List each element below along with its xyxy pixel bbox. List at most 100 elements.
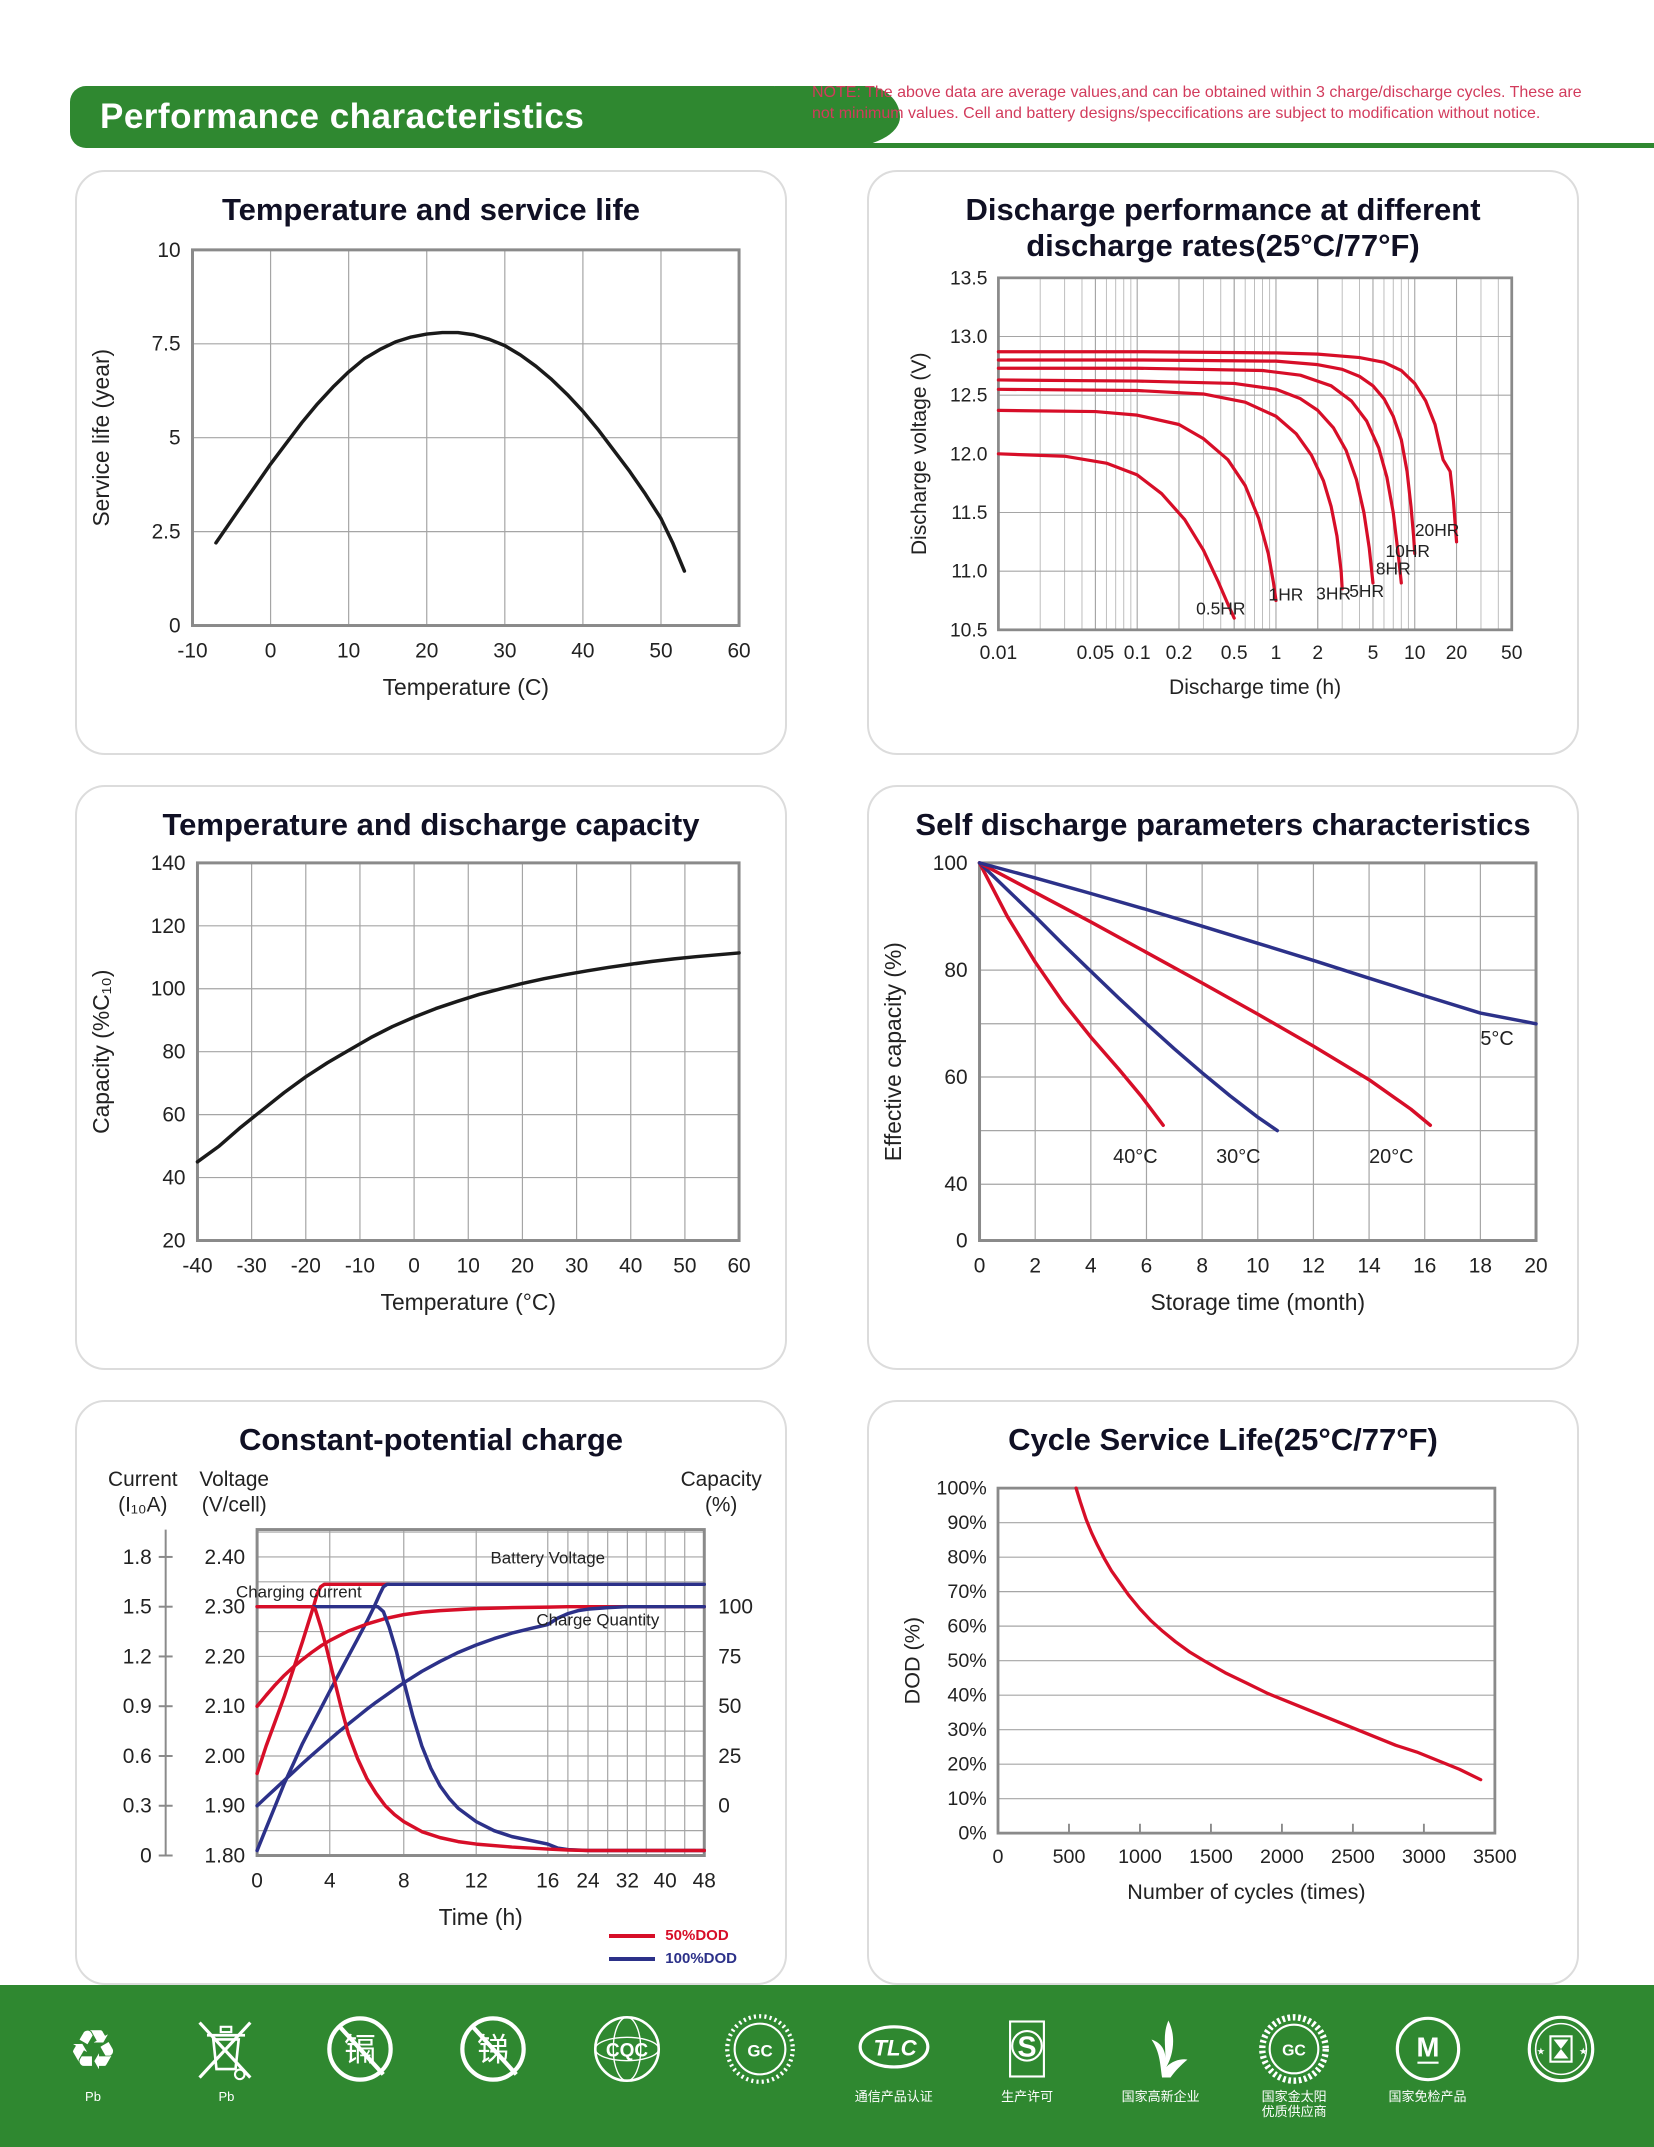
svg-text:-40: -40 — [182, 1254, 212, 1277]
svg-text:13.5: 13.5 — [950, 269, 987, 290]
svg-text:0%: 0% — [958, 1822, 986, 1844]
no-cadmium-icon: 镉 — [327, 2016, 393, 2082]
svg-text:2.40: 2.40 — [205, 1546, 246, 1569]
svg-text:30: 30 — [565, 1254, 588, 1277]
temperature-discharge-capacity-chart: -40 -30 -20 -10 0 10 20 30 40 50 60 20 40 60 80 100 120 1… — [88, 851, 751, 1315]
svg-text:0: 0 — [974, 1254, 986, 1277]
note-text: NOTE: The above data are average values,… — [812, 84, 1582, 123]
svg-text:2: 2 — [1312, 643, 1323, 664]
svg-text:Battery Voltage: Battery Voltage — [491, 1548, 605, 1567]
svg-text:100: 100 — [151, 977, 186, 1000]
svg-text:50: 50 — [718, 1695, 741, 1718]
svg-text:10.5: 10.5 — [950, 621, 987, 642]
hitech-leaf-icon — [1151, 2020, 1188, 2078]
svg-text:CQC: CQC — [606, 2040, 649, 2061]
svg-text:M: M — [1416, 2031, 1439, 2062]
svg-text:S: S — [1018, 2031, 1037, 2063]
icon-caption: 国家免检产品 — [1388, 2089, 1467, 2104]
svg-text:-30: -30 — [237, 1254, 267, 1277]
footer-item-no-cadmium: 镉 — [305, 2012, 415, 2120]
svg-text:♻: ♻ — [68, 2019, 117, 2081]
svg-text:50: 50 — [673, 1254, 696, 1277]
svg-text:11.5: 11.5 — [951, 503, 987, 524]
footer-item-production-license: S 生产许可 — [972, 2012, 1082, 2120]
legend-label-50dod: 50%DOD — [665, 1927, 729, 1944]
svg-text:40: 40 — [571, 639, 594, 662]
svg-text:2: 2 — [1029, 1254, 1041, 1277]
svg-text:16: 16 — [1413, 1254, 1436, 1277]
svg-text:2.10: 2.10 — [205, 1695, 246, 1718]
svg-text:14: 14 — [1357, 1254, 1380, 1277]
svg-text:60: 60 — [944, 1066, 967, 1089]
svg-text:0: 0 — [408, 1254, 420, 1277]
certification-footer: ♻ Pb Pb 镉 锑 — [0, 1985, 1654, 2147]
svg-text:60%: 60% — [947, 1615, 986, 1637]
svg-text:70%: 70% — [947, 1581, 986, 1603]
svg-text:80%: 80% — [947, 1546, 986, 1568]
legend-item-100dod: 100%DOD — [609, 1950, 737, 1967]
svg-text:8: 8 — [398, 1869, 410, 1892]
legend-label-100dod: 100%DOD — [665, 1950, 737, 1967]
svg-text:Capacity: Capacity — [681, 1467, 763, 1490]
svg-text:30: 30 — [493, 639, 516, 662]
recycle-icon: ♻ — [68, 2019, 117, 2081]
svg-text:0.3: 0.3 — [123, 1794, 152, 1817]
svg-text:Charging current: Charging current — [236, 1582, 362, 1601]
svg-text:80: 80 — [162, 1040, 185, 1063]
svg-text:40: 40 — [162, 1166, 185, 1189]
svg-text:1.5: 1.5 — [123, 1595, 152, 1618]
svg-text:Number of cycles (times): Number of cycles (times) — [1127, 1878, 1365, 1903]
svg-text:20: 20 — [162, 1229, 185, 1252]
chart-title-1: Temperature and service life — [221, 192, 641, 227]
svg-text:20%: 20% — [947, 1753, 986, 1775]
svg-text:0: 0 — [251, 1869, 263, 1892]
svg-text:30°C: 30°C — [1216, 1145, 1260, 1167]
svg-text:1000: 1000 — [1118, 1846, 1162, 1868]
inspection-free-icon: M — [1395, 2016, 1460, 2082]
footer-item-no-antimony: 锑 — [438, 2012, 548, 2120]
svg-text:3500: 3500 — [1473, 1846, 1517, 1868]
svg-text:0.01: 0.01 — [980, 643, 1017, 664]
svg-text:3HR: 3HR — [1316, 584, 1351, 604]
footer-item-crossed-bin-pb: Pb — [171, 2012, 281, 2120]
page-title: Performance characteristics — [100, 97, 585, 136]
svg-text:1HR: 1HR — [1269, 585, 1304, 605]
svg-text:1.90: 1.90 — [205, 1794, 246, 1817]
chart-title-3: Temperature and discharge capacity — [162, 807, 700, 842]
svg-text:0.2: 0.2 — [1166, 643, 1193, 664]
svg-text:16: 16 — [536, 1869, 559, 1892]
svg-text:100%: 100% — [936, 1477, 986, 1499]
svg-text:4: 4 — [1085, 1254, 1097, 1277]
svg-text:20HR: 20HR — [1415, 520, 1460, 540]
svg-text:Time (h): Time (h) — [439, 1904, 523, 1930]
svg-text:Effective capacity (%): Effective capacity (%) — [880, 942, 906, 1161]
svg-text:0: 0 — [956, 1229, 968, 1252]
svg-text:(I₁₀A): (I₁₀A) — [118, 1493, 167, 1516]
svg-text:6: 6 — [1141, 1254, 1153, 1277]
footer-item-recycle-pb: ♻ Pb — [38, 2012, 148, 2120]
svg-text:90%: 90% — [947, 1512, 986, 1534]
header-underline — [700, 143, 1654, 148]
legend-swatch-100dod — [609, 1956, 656, 1961]
svg-text:8: 8 — [1196, 1254, 1208, 1277]
svg-text:Voltage: Voltage — [199, 1467, 269, 1490]
svg-text:0.1: 0.1 — [1124, 643, 1151, 664]
svg-text:DOD (%): DOD (%) — [899, 1617, 924, 1704]
svg-text:1.2: 1.2 — [123, 1645, 152, 1668]
svg-text:12.5: 12.5 — [950, 386, 987, 407]
chart-title-4: Self discharge parameters characteristic… — [915, 807, 1531, 842]
golden-sun-seal-icon: GC — [1259, 2014, 1329, 2084]
svg-text:Temperature (°C): Temperature (°C) — [381, 1289, 556, 1315]
svg-text:40: 40 — [654, 1869, 677, 1892]
svg-text:60: 60 — [727, 639, 750, 662]
card-cycle-service-life: Cycle Service Life(25°C/77°F) 0 500 1000 15… — [867, 1400, 1579, 1985]
footer-item-hitech: 国家高新企业 — [1106, 2012, 1216, 2120]
card-discharge-performance: Discharge performance at different disch… — [867, 170, 1579, 755]
qs-license-icon: S — [1009, 2020, 1046, 2078]
footer-item-inspection-free: M 国家免检产品 — [1373, 2012, 1483, 2120]
svg-text:2.30: 2.30 — [205, 1595, 246, 1618]
svg-text:Charge Quantity: Charge Quantity — [536, 1610, 659, 1629]
icon-caption: Pb — [85, 2089, 101, 2104]
svg-text:20: 20 — [1446, 643, 1467, 664]
